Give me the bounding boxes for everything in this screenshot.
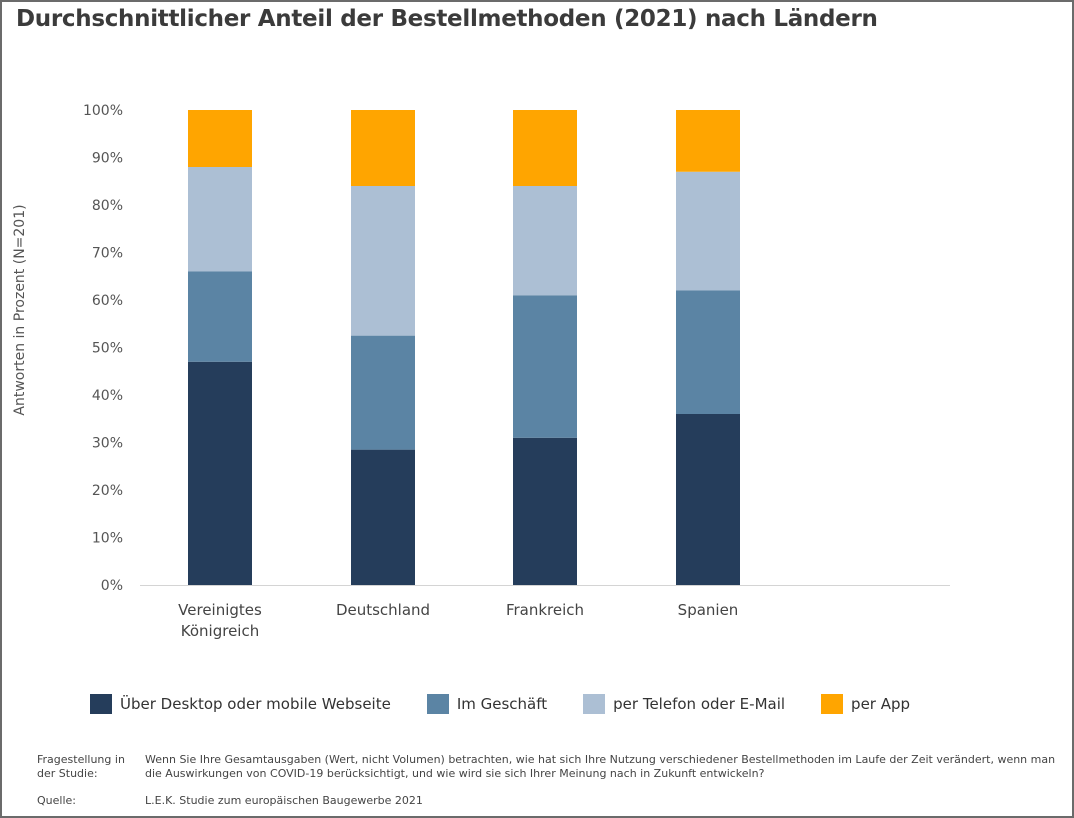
y-tick-label: 70% bbox=[92, 246, 123, 262]
bar-segment bbox=[676, 110, 740, 172]
legend-swatch bbox=[821, 694, 844, 714]
stacked-bar-chart: 0% 10% 20% 30% 40% 50% 60% 70% 80% 90% 100% Verein… bbox=[12, 103, 950, 640]
y-tick-label: 20% bbox=[92, 483, 123, 499]
y-tick-label: 50% bbox=[92, 341, 123, 357]
question-label-line: der Studie: bbox=[37, 767, 98, 780]
bar-segment bbox=[513, 110, 577, 186]
bar-segment bbox=[351, 110, 415, 186]
bar-segment bbox=[188, 110, 252, 167]
y-axis: 0% 10% 20% 30% 40% 50% 60% 70% 80% 90% 100% bbox=[83, 103, 123, 594]
y-tick-label: 30% bbox=[92, 436, 123, 452]
y-tick-label: 100% bbox=[83, 103, 123, 119]
x-axis: Vereinigtes Königreich Deutschland Frankrei… bbox=[178, 601, 738, 640]
bar-segment bbox=[513, 295, 577, 438]
bar-segment bbox=[676, 290, 740, 414]
legend-swatch bbox=[583, 694, 606, 714]
legend-label: per Telefon oder E-Mail bbox=[613, 695, 786, 713]
question-text: Wenn Sie Ihre Gesamtausgaben (Wert, nich… bbox=[145, 753, 1056, 780]
legend-label: Im Geschäft bbox=[456, 695, 548, 713]
question-label: Fragestellung in der Studie: bbox=[37, 753, 137, 781]
y-tick-label: 80% bbox=[92, 198, 123, 214]
legend-item: Im Geschäft bbox=[426, 694, 548, 714]
x-tick-label: Spanien bbox=[678, 601, 739, 619]
legend-item: Über Desktop oder mobile Webseite bbox=[90, 694, 391, 714]
bar-segment bbox=[513, 437, 577, 585]
bar-segment bbox=[351, 449, 415, 585]
bar-segment bbox=[188, 361, 252, 585]
legend-item: per App bbox=[821, 694, 910, 714]
legend-item: per Telefon oder E-Mail bbox=[583, 694, 785, 714]
legend-swatch bbox=[426, 694, 449, 714]
chart-title: Durchschnittlicher Anteil der Bestellmet… bbox=[16, 6, 878, 32]
bar-segment bbox=[188, 271, 252, 362]
bar-segment bbox=[676, 171, 740, 291]
y-axis-label: Antworten in Prozent (N=201) bbox=[12, 204, 28, 415]
source-label: Quelle: bbox=[37, 794, 76, 807]
source-text: L.E.K. Studie zum europäischen Baugewerb… bbox=[145, 794, 423, 807]
y-tick-label: 0% bbox=[101, 578, 123, 594]
y-tick-label: 40% bbox=[92, 388, 123, 404]
legend-swatch bbox=[90, 694, 112, 714]
bar-segment bbox=[676, 414, 740, 585]
y-tick-label: 90% bbox=[92, 151, 123, 167]
question-label-line: Fragestellung in bbox=[37, 753, 125, 766]
bar-segment bbox=[188, 167, 252, 272]
bar-segment bbox=[513, 186, 577, 296]
x-tick-label: Vereinigtes Königreich bbox=[178, 601, 262, 640]
y-tick-label: 60% bbox=[92, 293, 123, 309]
bar-segment bbox=[351, 335, 415, 450]
bar-segment bbox=[351, 186, 415, 336]
y-tick-label: 10% bbox=[92, 531, 123, 547]
legend-label: Über Desktop oder mobile Webseite bbox=[120, 695, 391, 713]
x-tick-label: Frankreich bbox=[506, 601, 584, 619]
bars bbox=[188, 110, 740, 585]
legend-label: per App bbox=[851, 695, 911, 713]
x-tick-label: Deutschland bbox=[336, 601, 430, 619]
legend: Über Desktop oder mobile Webseite Im Gesc… bbox=[90, 692, 946, 716]
